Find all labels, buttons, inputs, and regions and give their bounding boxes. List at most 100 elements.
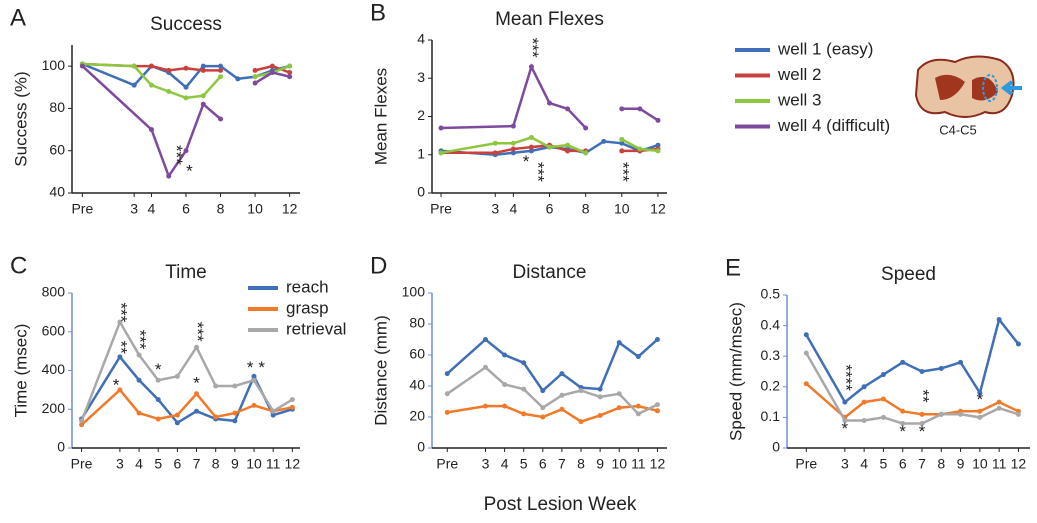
point bbox=[213, 414, 219, 420]
point bbox=[232, 410, 238, 416]
point bbox=[635, 403, 641, 409]
point bbox=[492, 150, 498, 156]
point bbox=[619, 148, 625, 154]
point bbox=[996, 399, 1002, 405]
x-tick-label: 6 bbox=[546, 201, 554, 217]
point bbox=[616, 391, 622, 397]
x-tick-label: 7 bbox=[918, 456, 926, 472]
x-tick-label: 11 bbox=[631, 456, 646, 472]
legend-label: well 2 bbox=[777, 65, 821, 84]
point bbox=[510, 150, 516, 156]
inset-lesion bbox=[982, 74, 998, 102]
x-tick-label: Pre bbox=[430, 201, 452, 217]
y-tick-label: 0.2 bbox=[761, 378, 781, 394]
annotation: * bbox=[155, 360, 162, 379]
y-tick-label: 0.5 bbox=[761, 286, 781, 302]
x-tick-label: 7 bbox=[193, 456, 201, 472]
point bbox=[183, 65, 189, 71]
point bbox=[559, 371, 565, 377]
point bbox=[148, 63, 154, 69]
panel-label: A bbox=[10, 4, 26, 31]
point bbox=[900, 408, 906, 414]
point bbox=[166, 89, 172, 95]
point bbox=[803, 332, 809, 338]
annotation: *** bbox=[613, 162, 632, 182]
point bbox=[218, 116, 224, 122]
point bbox=[131, 63, 137, 69]
x-tick-label: 5 bbox=[880, 456, 888, 472]
x-tick-label: 6 bbox=[182, 201, 190, 217]
annotation: * bbox=[842, 419, 849, 438]
chart-title: Time bbox=[165, 262, 207, 283]
x-tick-label: 12 bbox=[650, 201, 666, 217]
point bbox=[502, 352, 508, 358]
y-tick-label: 40 bbox=[49, 184, 65, 200]
y-tick-label: 200 bbox=[42, 400, 66, 416]
point bbox=[251, 377, 257, 383]
point bbox=[79, 418, 85, 424]
point bbox=[565, 148, 571, 154]
chart-title: Success bbox=[150, 14, 222, 35]
point bbox=[79, 63, 85, 69]
series-line bbox=[446, 337, 659, 393]
point bbox=[619, 140, 625, 146]
point bbox=[619, 136, 625, 142]
y-tick-label: 0 bbox=[417, 184, 425, 200]
point bbox=[521, 386, 527, 392]
point bbox=[977, 408, 983, 414]
y-tick-label: 20 bbox=[409, 408, 425, 424]
point bbox=[880, 414, 886, 420]
point bbox=[900, 421, 906, 427]
annotation: *** bbox=[111, 302, 130, 322]
y-axis-label: Speed (mm/msec) bbox=[726, 302, 745, 441]
y-axis-label: Time (msec) bbox=[11, 324, 30, 418]
legend-label: well 4 (difficult) bbox=[777, 116, 890, 135]
point bbox=[1015, 411, 1021, 417]
x-tick-label: 8 bbox=[937, 456, 945, 472]
y-tick-label: 2 bbox=[417, 107, 425, 123]
x-tick-label: 10 bbox=[246, 456, 262, 472]
point bbox=[166, 67, 172, 73]
point bbox=[289, 404, 295, 410]
point bbox=[842, 399, 848, 405]
point bbox=[547, 144, 552, 150]
y-tick-label: 600 bbox=[42, 322, 66, 338]
y-tick-label: 1 bbox=[417, 145, 425, 161]
inset-image bbox=[914, 55, 1022, 118]
inset-region bbox=[935, 74, 965, 100]
point bbox=[540, 405, 546, 411]
y-tick-label: 800 bbox=[42, 284, 66, 300]
point bbox=[183, 148, 189, 154]
point bbox=[619, 106, 625, 112]
point bbox=[654, 337, 660, 342]
legend-label: well 1 (easy) bbox=[777, 39, 873, 58]
x-tick-label: 4 bbox=[135, 456, 143, 472]
point bbox=[148, 127, 154, 133]
x-tick-label: Pre bbox=[436, 456, 458, 472]
x-tick-label: 12 bbox=[285, 456, 301, 472]
y-tick-label: 400 bbox=[42, 361, 66, 377]
series-line bbox=[447, 404, 658, 423]
point bbox=[655, 117, 661, 123]
point bbox=[616, 405, 622, 411]
x-tick-label: 4 bbox=[501, 456, 509, 472]
point bbox=[528, 64, 534, 70]
annotation: * bbox=[899, 422, 906, 441]
point bbox=[938, 365, 944, 371]
y-tick-label: 100 bbox=[42, 57, 66, 73]
inset-section bbox=[914, 55, 1015, 118]
point bbox=[444, 409, 450, 415]
point bbox=[861, 384, 867, 390]
point bbox=[583, 150, 589, 156]
x-tick-label: 12 bbox=[282, 201, 298, 217]
point bbox=[521, 360, 527, 366]
point bbox=[194, 408, 200, 414]
x-tick-label: 9 bbox=[957, 456, 965, 472]
y-tick-label: 80 bbox=[49, 99, 65, 115]
y-tick-label: 100 bbox=[402, 284, 426, 300]
panel-label: D bbox=[370, 252, 387, 279]
point bbox=[251, 373, 257, 379]
x-tick-label: 10 bbox=[611, 456, 627, 472]
x-tick-label: 6 bbox=[539, 456, 547, 472]
legend-label: grasp bbox=[286, 298, 329, 317]
